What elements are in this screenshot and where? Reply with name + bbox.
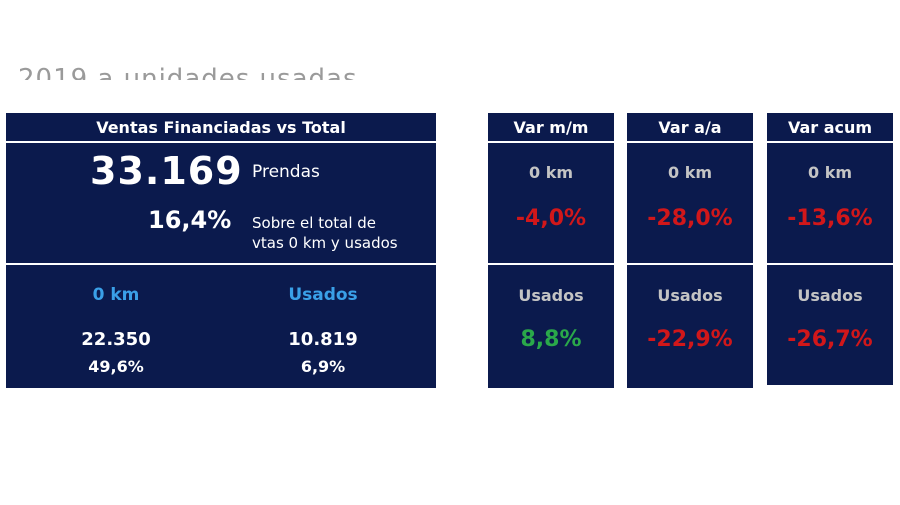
var-mm-usados-value: 8,8% [520, 327, 582, 352]
cropped-heading-text: 2019 a unidades usadas. [18, 52, 367, 80]
financed-sales-header: Ventas Financiadas vs Total [6, 113, 436, 143]
var-acum-divider [767, 263, 893, 265]
var-acum-0km-label: 0 km [807, 163, 852, 182]
var-acum-usados-label: Usados [797, 286, 863, 305]
var-aa-usados-value: -22,9% [647, 327, 733, 352]
share-value: 16,4% [148, 206, 232, 234]
var-acum-header: Var acum [767, 113, 893, 143]
var-mm-divider [488, 263, 614, 265]
var-aa-usados-label: Usados [657, 286, 723, 305]
var-acum-panel: Var acum 0 km -13,6% Usados -26,7% [767, 113, 893, 385]
var-mm-header: Var m/m [488, 113, 614, 143]
financed-sales-panel: Ventas Financiadas vs Total 33.169 Prend… [6, 113, 436, 388]
share-description-line1: Sobre el total de [252, 214, 377, 232]
section-divider [6, 263, 436, 265]
var-aa-0km-value: -28,0% [647, 206, 733, 231]
total-units-label: Prendas [252, 162, 320, 182]
cropped-heading-label: 2019 a unidades usadas. [18, 64, 367, 80]
var-mm-panel: Var m/m 0 km -4,0% Usados 8,8% [488, 113, 614, 388]
category-value-0km: 22.350 [81, 329, 151, 350]
var-aa-divider [627, 263, 753, 265]
var-aa-header: Var a/a [627, 113, 753, 143]
var-aa-0km-label: 0 km [667, 163, 712, 182]
var-acum-usados-value: -26,7% [787, 327, 873, 352]
total-units-value: 33.169 [90, 149, 243, 193]
category-label-0km: 0 km [92, 285, 140, 305]
share-description-line2: vtas 0 km y usados [252, 234, 398, 252]
category-pct-0km: 49,6% [88, 357, 144, 376]
category-pct-usados: 6,9% [300, 357, 346, 376]
var-mm-usados-label: Usados [518, 286, 584, 305]
var-mm-0km-label: 0 km [528, 163, 573, 182]
var-acum-0km-value: -13,6% [787, 206, 873, 231]
var-mm-0km-value: -4,0% [515, 206, 587, 231]
share-description: Sobre el total de vtas 0 km y usados [252, 213, 398, 253]
category-label-usados: Usados [288, 285, 358, 305]
var-aa-panel: Var a/a 0 km -28,0% Usados -22,9% [627, 113, 753, 388]
category-value-usados: 10.819 [288, 329, 358, 350]
